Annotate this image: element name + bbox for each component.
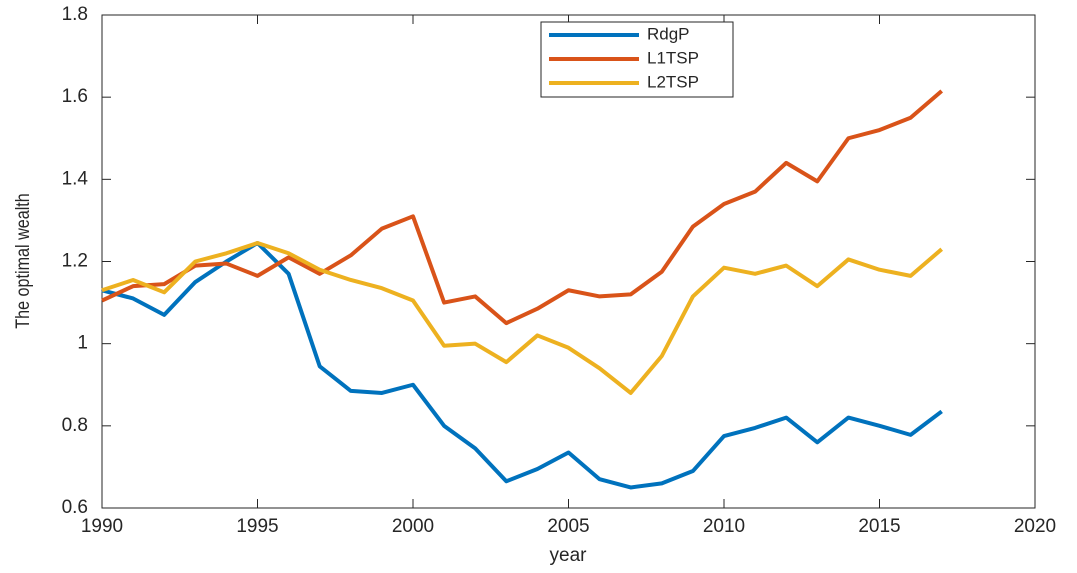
x-tick-label: 1995 [236, 516, 278, 537]
line-series [101, 89, 944, 326]
y-tick-label: 1.6 [62, 86, 88, 107]
x-tick-label: 2010 [703, 516, 745, 537]
x-axis-label: year [550, 545, 588, 566]
y-tick-label: 1.8 [62, 4, 88, 25]
legend-label: L2TSP [647, 72, 699, 91]
legend-label: L1TSP [647, 48, 699, 67]
line-series [101, 241, 944, 395]
x-tick-label: 2005 [547, 516, 589, 537]
y-tick-label: 1.2 [62, 251, 88, 272]
y-tick-label: 0.8 [62, 415, 88, 436]
y-tick-label: 1.4 [62, 168, 89, 189]
legend-label: RdgP [647, 24, 690, 43]
x-tick-label: 1990 [81, 516, 123, 537]
line-series [101, 241, 943, 490]
x-tick-label: 2000 [392, 516, 434, 537]
x-tick-label: 2015 [858, 516, 900, 537]
x-tick-label: 2020 [1014, 516, 1056, 537]
y-axis-label: The optimal wealth [12, 193, 34, 328]
y-tick-label: 0.6 [62, 497, 88, 518]
y-tick-label: 1 [77, 333, 88, 354]
